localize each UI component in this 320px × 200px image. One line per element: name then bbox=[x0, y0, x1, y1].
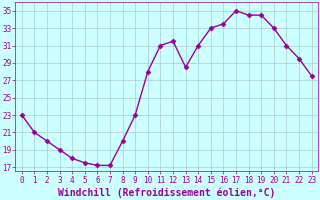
X-axis label: Windchill (Refroidissement éolien,°C): Windchill (Refroidissement éolien,°C) bbox=[58, 187, 276, 198]
